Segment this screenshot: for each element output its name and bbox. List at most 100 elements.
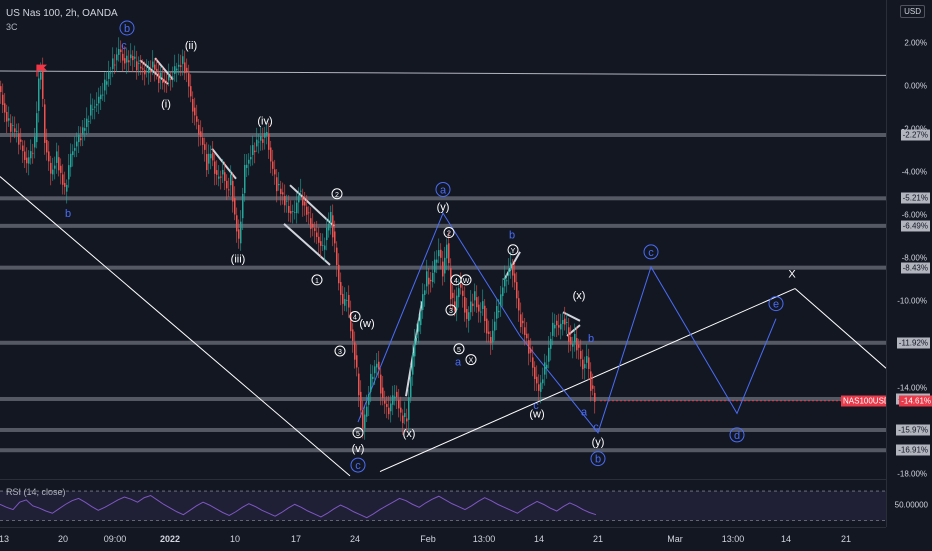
candle-body	[284, 195, 286, 206]
wave-label-circle	[435, 181, 451, 197]
candle-body	[418, 321, 420, 332]
candle-body	[434, 259, 436, 273]
price-chart-canvas[interactable]: bc (ii)(i)(iv)b(iii)214 (w)35(v)c(x)a(y)24…	[0, 0, 886, 478]
candle-body	[540, 382, 542, 392]
candle-body	[12, 125, 14, 126]
candle-body	[490, 336, 492, 344]
horizontal-level-line	[0, 448, 886, 453]
horizontal-level-line	[0, 396, 886, 401]
rsi-chart-canvas[interactable]	[0, 480, 886, 528]
candle-body	[360, 391, 362, 411]
candle-body	[156, 68, 158, 72]
candle-body	[134, 56, 136, 59]
channel-line	[154, 57, 174, 81]
candle-body	[78, 134, 80, 143]
currency-button[interactable]: USD	[900, 5, 925, 18]
candle-body	[452, 292, 454, 298]
candle-body	[170, 78, 172, 80]
wave-label-circle	[453, 343, 465, 355]
wave-label: c	[593, 421, 599, 433]
candle-body	[132, 55, 134, 61]
candle-body	[2, 94, 4, 105]
wave-label: (iv)	[257, 116, 272, 128]
price-chart[interactable]: b c (ii) (i) (iv) b (iii) 2 1 4 (w) 3 5 (v) c (x) a (y) 2 4…	[0, 0, 886, 478]
candle-body	[254, 150, 256, 153]
candle-body	[464, 297, 466, 313]
candle-body	[536, 376, 538, 384]
candle-body	[388, 407, 390, 415]
candle-body	[234, 198, 236, 215]
candle-body	[406, 418, 408, 422]
wave-label-circle	[334, 345, 346, 357]
horizontal-level-line	[0, 340, 886, 345]
candle-body	[498, 310, 500, 313]
candle-body	[38, 78, 40, 111]
candle-body	[110, 72, 112, 74]
candle-body	[576, 338, 578, 351]
candle-body	[478, 304, 480, 312]
candle-body	[174, 66, 176, 74]
candle-body	[280, 188, 282, 195]
x-tick-label: 21	[840, 534, 852, 544]
x-tick-label: 10	[229, 534, 241, 544]
wave-label: 1	[315, 278, 319, 285]
candle-body	[400, 407, 402, 413]
candle-body	[82, 127, 84, 135]
candle-body	[84, 128, 86, 131]
rsi-pane[interactable]: RSI (14, close)	[0, 479, 886, 528]
candle-body	[214, 161, 216, 174]
candle-body	[136, 61, 138, 71]
candle-body	[18, 133, 20, 145]
candle-body	[30, 151, 32, 159]
x-tick-label: 09:00	[103, 534, 127, 544]
horizontal-level-line	[0, 223, 886, 228]
candle-body	[246, 164, 248, 168]
candle-body	[354, 342, 356, 360]
wave-label: (w)	[359, 318, 374, 330]
candle-body	[396, 391, 398, 398]
candle-body	[220, 176, 222, 178]
candle-body	[184, 62, 186, 74]
wave-label-circle	[729, 427, 745, 443]
candle-body	[176, 68, 178, 71]
candle-body	[582, 359, 584, 370]
candle-body	[138, 63, 140, 65]
channel-line	[562, 311, 581, 322]
horizontal-level-label: -5.21%	[900, 192, 930, 204]
wave-label-circle	[119, 20, 135, 36]
candle-body	[108, 72, 110, 79]
candle-body	[566, 321, 568, 323]
candle-body	[564, 318, 566, 325]
candle-body	[470, 301, 472, 313]
candle-body	[572, 343, 574, 347]
candle-body	[584, 364, 586, 369]
price-axis[interactable]: USD 2.00% 0.00% -2.00% -4.00% -6.00% -8.00% -1…	[886, 0, 932, 527]
candle-body	[264, 132, 266, 138]
wave-label: (x)	[573, 290, 586, 302]
candle-body	[370, 373, 372, 392]
candle-body	[28, 157, 30, 164]
wave-label-circle	[349, 311, 361, 323]
wave-label-circle	[507, 244, 519, 256]
annotation-line	[0, 176, 351, 477]
candle-body	[574, 333, 576, 343]
candle-body	[122, 53, 124, 61]
candle-body	[86, 118, 88, 128]
candle-body	[276, 177, 278, 192]
time-axis[interactable]: 13 20 09:00 2022 10 17 24 Feb 13:00 14 21 Mar 13:00 1…	[0, 527, 886, 551]
candle-body	[178, 64, 180, 67]
candle-body	[94, 106, 96, 108]
y-tick-label: 2.00%	[904, 38, 927, 48]
candle-body	[286, 200, 288, 202]
candle-body	[88, 121, 90, 122]
candle-body	[144, 69, 146, 75]
candle-body	[44, 104, 46, 143]
candle-body	[412, 353, 414, 375]
annotation-line	[794, 288, 886, 369]
rsi-band	[0, 491, 886, 521]
candle-body	[266, 132, 268, 136]
wave-label: 4	[454, 278, 458, 285]
candle-body	[112, 58, 114, 69]
candle-body	[516, 282, 518, 299]
candle-body	[372, 376, 374, 379]
